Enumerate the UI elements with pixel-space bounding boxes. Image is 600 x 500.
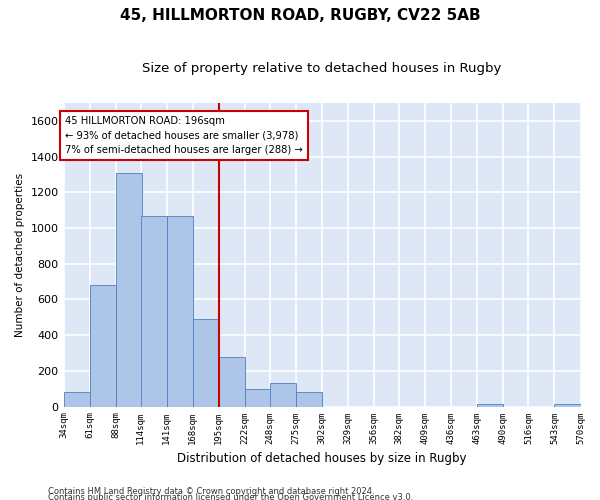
X-axis label: Distribution of detached houses by size in Rugby: Distribution of detached houses by size … (177, 452, 467, 465)
Text: 45 HILLMORTON ROAD: 196sqm
← 93% of detached houses are smaller (3,978)
7% of se: 45 HILLMORTON ROAD: 196sqm ← 93% of deta… (65, 116, 303, 155)
Title: Size of property relative to detached houses in Rugby: Size of property relative to detached ho… (142, 62, 502, 76)
Text: Contains HM Land Registry data © Crown copyright and database right 2024.: Contains HM Land Registry data © Crown c… (48, 486, 374, 496)
Bar (270, 384, 296, 406)
Bar (140, 216, 167, 406)
Bar (219, 356, 245, 406)
Bar (296, 392, 322, 406)
Text: 45, HILLMORTON ROAD, RUGBY, CV22 5AB: 45, HILLMORTON ROAD, RUGBY, CV22 5AB (119, 8, 481, 22)
Bar (193, 319, 219, 406)
Bar (167, 216, 193, 406)
Bar (245, 388, 271, 406)
Bar (64, 392, 89, 406)
Bar (554, 404, 581, 406)
Bar (478, 404, 503, 406)
Text: Contains public sector information licensed under the Open Government Licence v3: Contains public sector information licen… (48, 492, 413, 500)
Bar (89, 285, 116, 406)
Y-axis label: Number of detached properties: Number of detached properties (15, 172, 25, 337)
Bar (116, 172, 142, 406)
